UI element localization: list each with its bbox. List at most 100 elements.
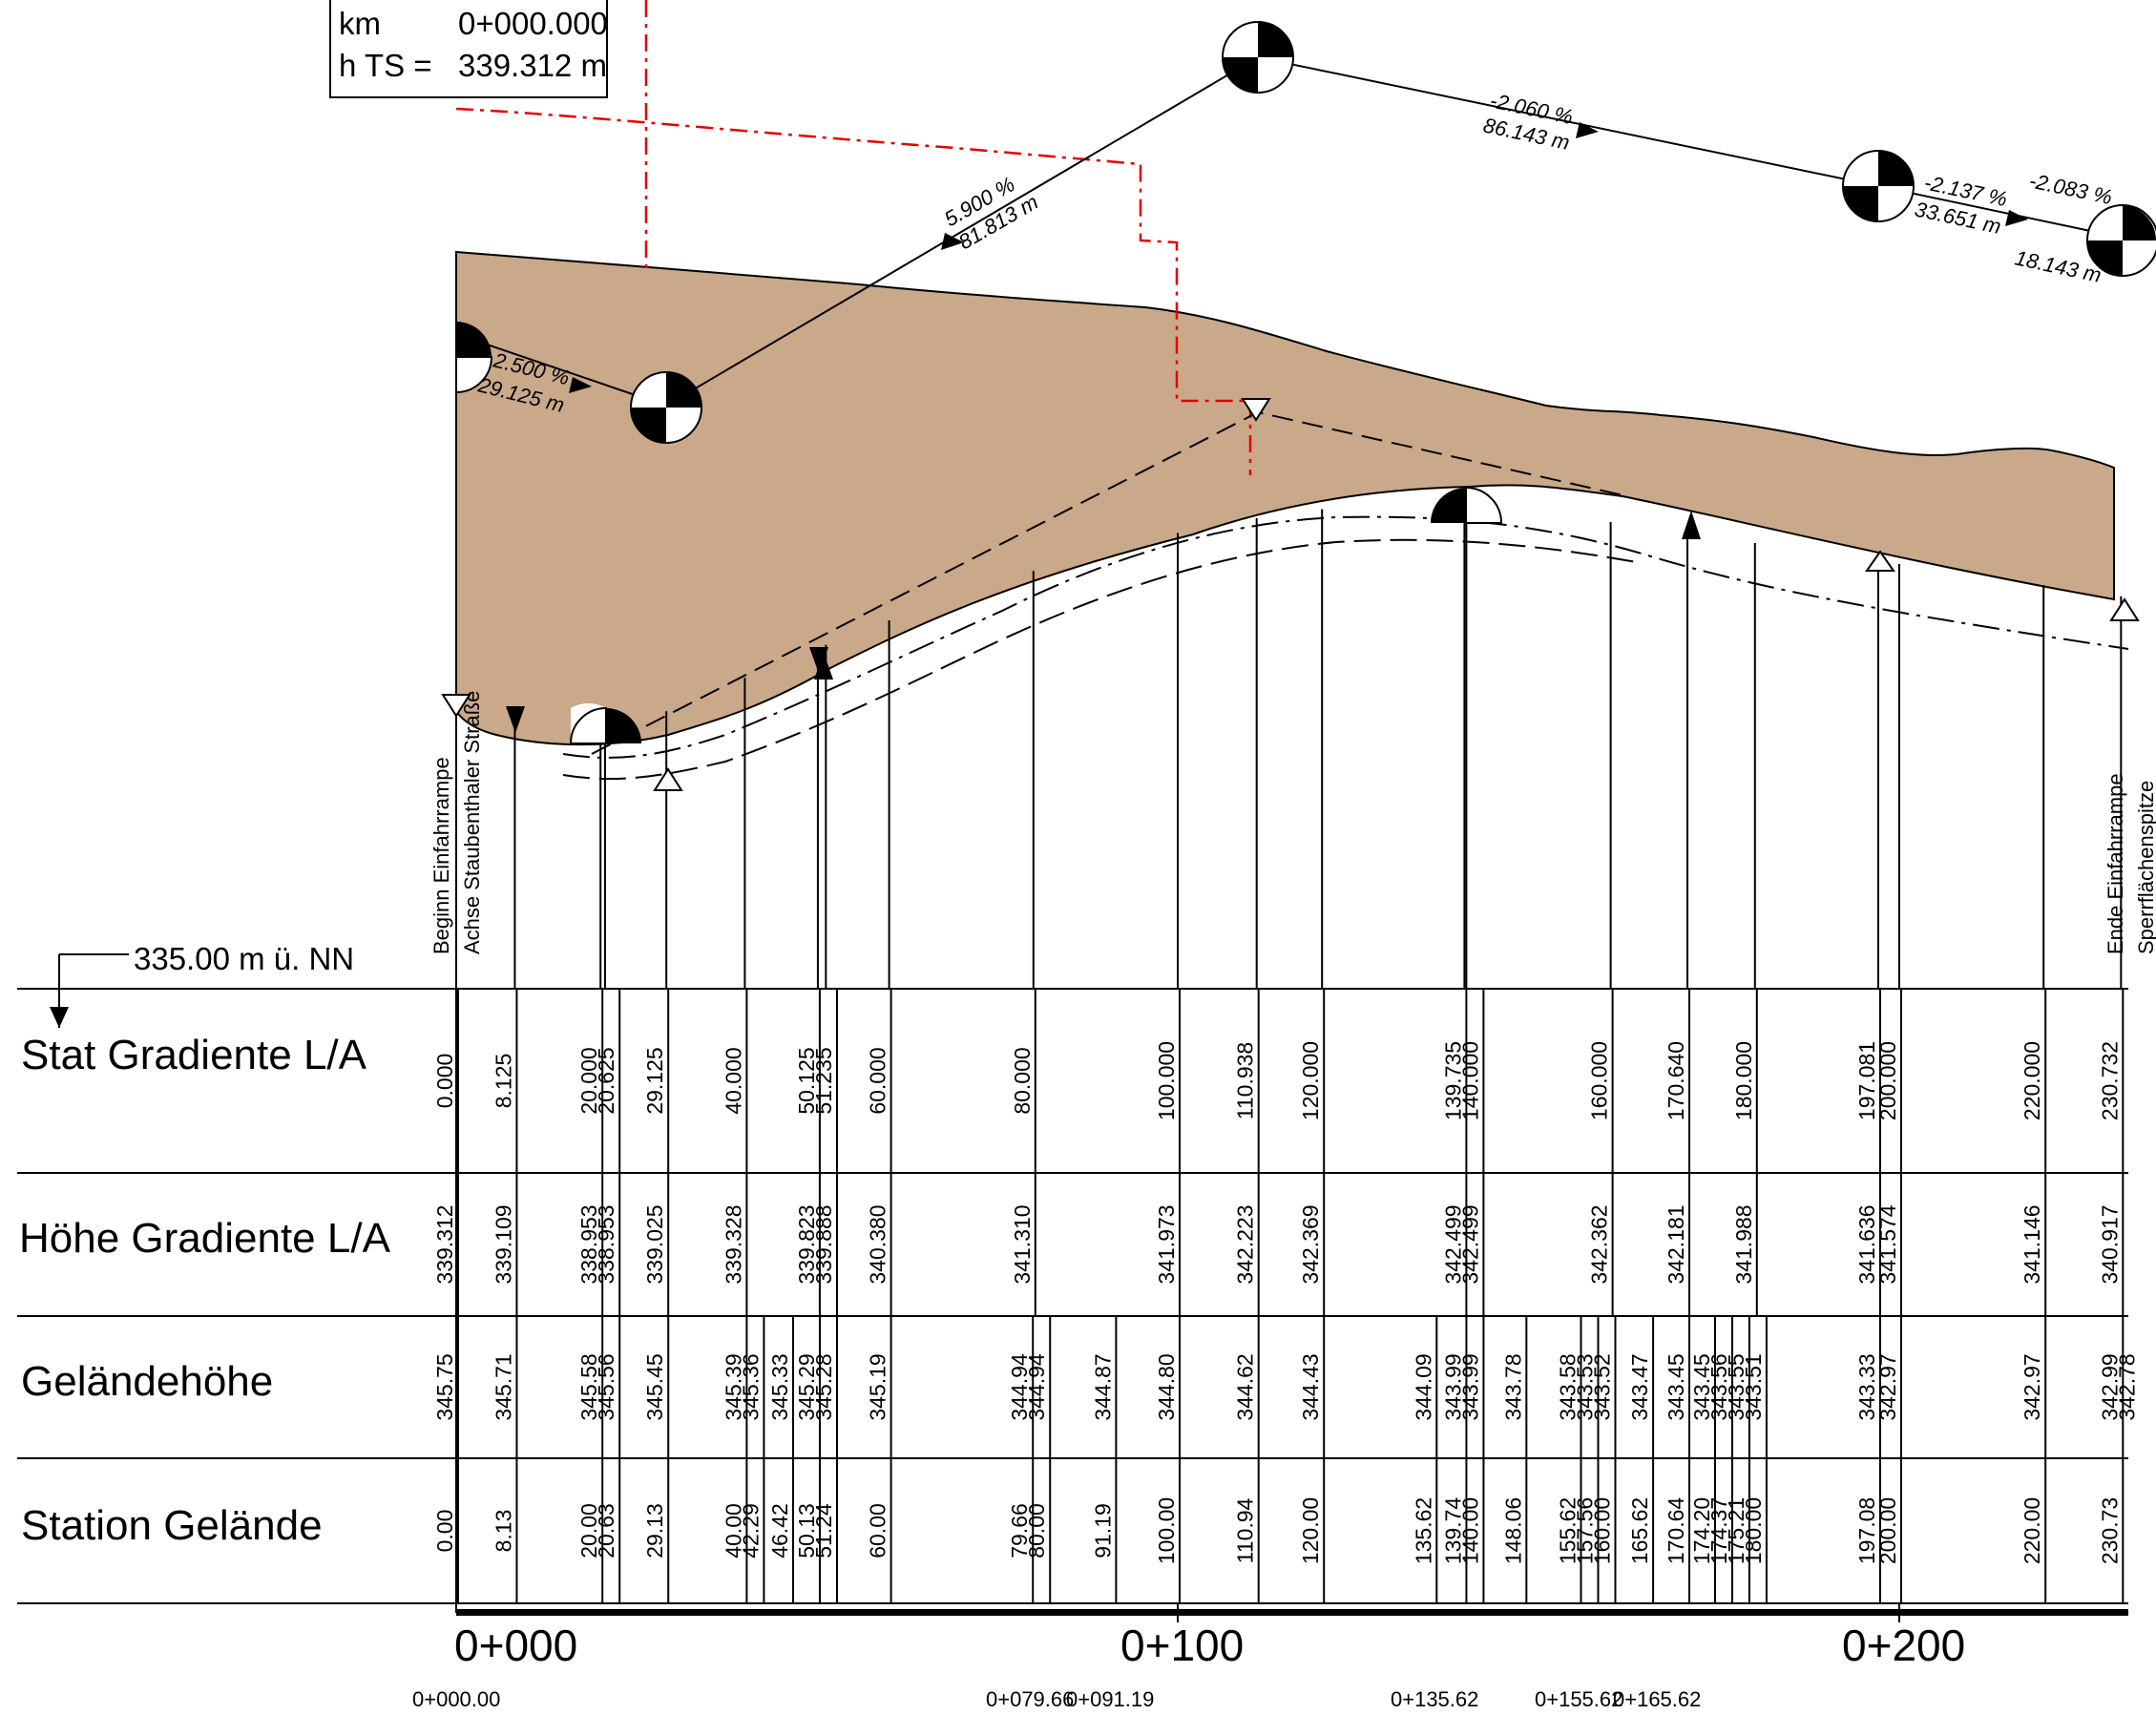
row-label-stat: Stat Gradiente L/A	[21, 1032, 367, 1078]
station-value: 220.00	[2020, 1497, 2044, 1564]
station-value: 230.73	[2097, 1497, 2122, 1564]
hoehe-value: 339.025	[642, 1204, 667, 1284]
stat-value: 110.938	[1233, 1042, 1258, 1119]
stat-value: 8.125	[491, 1054, 515, 1109]
bottom-label-0: 0+000.00	[412, 1687, 500, 1711]
bottom-label-4: 0+155.62	[1535, 1687, 1622, 1711]
gelaende-value: 343.78	[1500, 1353, 1525, 1420]
label-ende: Ende Einfahrrampe	[2104, 773, 2127, 954]
gelaende-value: 343.45	[1664, 1353, 1688, 1420]
station-value: 46.42	[767, 1503, 792, 1558]
hts-label: h TS =	[339, 48, 432, 83]
stat-value: 60.000	[866, 1047, 890, 1114]
gelaende-value: 344.80	[1154, 1353, 1179, 1420]
values-gelaendehoehe: 345.75 345.71 345.58345.56 345.45 345.39345.…	[432, 1353, 2139, 1421]
hoehe-value: 340.380	[866, 1204, 890, 1284]
station-value: 20.63	[594, 1503, 618, 1558]
gelaende-value: 345.28	[811, 1353, 836, 1420]
gelaende-value: 344.09	[1411, 1353, 1435, 1420]
vertex-symbol-1	[1223, 22, 1293, 93]
high-point-symbol	[1431, 488, 1501, 523]
station-value: 51.24	[811, 1503, 836, 1558]
ground-area	[456, 252, 2114, 744]
station-value: 42.29	[738, 1503, 763, 1558]
gelaende-value: 342.97	[1875, 1353, 1900, 1420]
vertex-symbol-3	[1843, 151, 1914, 221]
hoehe-value: 339.888	[811, 1204, 836, 1284]
station-value: 120.00	[1298, 1497, 1323, 1564]
row-label-station: Station Gelände	[21, 1502, 323, 1549]
gelaende-value: 342.78	[2114, 1353, 2139, 1420]
gelaende-value: 345.36	[738, 1353, 763, 1420]
station-value: 80.00	[1024, 1503, 1049, 1558]
station-value: 29.13	[642, 1503, 667, 1558]
hoehe-value: 342.369	[1298, 1204, 1323, 1284]
slope-5-percent: -2.083 %	[2027, 168, 2114, 209]
reference-level: 335.00 m ü. NN	[50, 941, 354, 1028]
vertex-symbol-2	[631, 372, 701, 443]
station-value: 148.06	[1500, 1497, 1525, 1564]
hoehe-value: 341.146	[2020, 1204, 2044, 1284]
hoehe-value: 342.499	[1457, 1204, 1482, 1284]
hoehe-value: 340.917	[2097, 1204, 2122, 1284]
gelaende-value: 344.43	[1298, 1353, 1323, 1420]
axis-label-100: 0+100	[1120, 1621, 1244, 1670]
bottom-labels: 0+000.00 0+079.66 0+091.19 0+135.62 0+15…	[412, 1687, 1701, 1711]
gelaende-value: 345.56	[594, 1353, 618, 1420]
stat-value: 120.000	[1298, 1041, 1323, 1120]
hoehe-value: 341.310	[1010, 1204, 1035, 1284]
bottom-label-3: 0+135.62	[1391, 1687, 1478, 1711]
station-value: 160.00	[1589, 1497, 1614, 1564]
station-value: 8.13	[491, 1510, 515, 1553]
bottom-label-1: 0+079.66	[986, 1687, 1074, 1711]
gelaende-value: 345.75	[432, 1353, 457, 1420]
data-table	[17, 989, 2128, 1613]
gelaende-value: 343.99	[1457, 1353, 1482, 1420]
reference-level-label: 335.00 m ü. NN	[134, 941, 354, 976]
gelaende-value: 343.47	[1627, 1353, 1652, 1420]
stat-value: 180.000	[1731, 1041, 1756, 1120]
hoehe-value: 342.223	[1233, 1204, 1258, 1284]
gelaende-value: 344.62	[1233, 1353, 1258, 1420]
axis-label-0: 0+000	[454, 1621, 577, 1670]
station-value: 135.62	[1411, 1497, 1435, 1564]
station-value: 100.00	[1154, 1497, 1179, 1564]
gelaende-value: 345.19	[866, 1353, 890, 1420]
stat-value: 230.732	[2097, 1041, 2122, 1120]
gelaende-value: 345.33	[767, 1353, 792, 1420]
gelaende-value: 342.97	[2020, 1353, 2044, 1420]
header-box: km 0+000.000 h TS = 339.312 m	[330, 0, 608, 97]
station-value: 200.00	[1875, 1497, 1900, 1564]
station-value: 60.00	[866, 1503, 890, 1558]
stat-value: 51.235	[811, 1047, 836, 1114]
hoehe-value: 338.953	[594, 1204, 618, 1284]
hoehe-value: 341.988	[1731, 1204, 1756, 1284]
gelaende-value: 345.71	[491, 1353, 515, 1420]
label-beginn: Beginn Einfahrrampe	[429, 757, 453, 954]
label-achse: Achse Staubenthaler Straße	[460, 691, 484, 954]
stat-value: 29.125	[642, 1047, 667, 1114]
hoehe-value: 339.328	[721, 1204, 745, 1284]
station-value: 180.00	[1741, 1497, 1766, 1564]
station-value: 110.94	[1233, 1497, 1258, 1563]
hts-value: 339.312 m	[458, 48, 607, 83]
label-sperr: Sperrflächenspitze	[2134, 781, 2156, 954]
km-value: 0+000.000	[458, 6, 608, 41]
station-value: 91.19	[1090, 1503, 1115, 1558]
stat-value: 0.000	[432, 1054, 457, 1109]
gelaende-value: 343.51	[1741, 1353, 1766, 1420]
stat-value: 20.625	[594, 1047, 618, 1114]
hoehe-value: 339.109	[491, 1204, 515, 1284]
stat-value: 160.000	[1587, 1041, 1612, 1120]
station-value: 140.00	[1457, 1497, 1482, 1564]
axis-label-200: 0+200	[1842, 1621, 1965, 1670]
bottom-label-5: 0+165.62	[1613, 1687, 1701, 1711]
row-label-hoehe: Höhe Gradiente L/A	[19, 1215, 391, 1262]
km-label: km	[339, 6, 381, 41]
gelaende-value: 344.87	[1090, 1353, 1115, 1420]
hoehe-value: 342.181	[1664, 1204, 1688, 1284]
